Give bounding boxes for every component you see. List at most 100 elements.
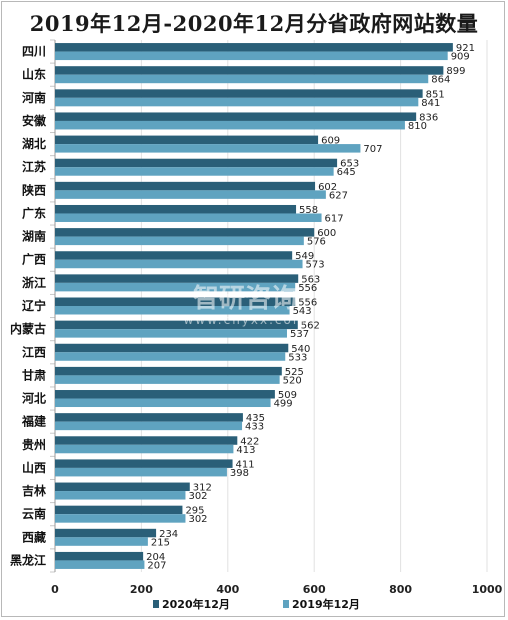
value-label: 540 xyxy=(291,344,310,355)
x-tick-labels: 0 200 400 600 800 1000 xyxy=(51,583,502,596)
legend-swatch xyxy=(153,600,159,608)
category-label: 浙江 xyxy=(22,275,46,290)
bar-series1 xyxy=(55,482,190,492)
x-tick-label: 1000 xyxy=(472,583,503,596)
value-label: 556 xyxy=(298,298,317,309)
bar-series1 xyxy=(55,343,289,353)
value-label: 411 xyxy=(236,459,255,470)
bar-series1 xyxy=(55,436,238,445)
bars xyxy=(55,43,453,569)
value-label: 398 xyxy=(230,468,249,479)
value-label: 576 xyxy=(307,237,326,248)
value-label: 573 xyxy=(306,260,325,271)
category-label: 内蒙古 xyxy=(10,321,46,336)
value-label: 841 xyxy=(421,98,440,109)
bar-series1 xyxy=(55,135,319,145)
bar-series2 xyxy=(55,352,286,361)
bar-series2 xyxy=(55,467,227,477)
value-label: 562 xyxy=(301,321,320,332)
bar-series1 xyxy=(55,505,183,515)
category-label: 安徽 xyxy=(22,113,47,128)
bar-series1 xyxy=(55,43,453,52)
chart-title: 2019年12月-2020年12月分省政府网站数量 xyxy=(29,11,479,36)
bar-series1 xyxy=(55,390,275,399)
category-label: 广东 xyxy=(22,205,46,220)
bar-series1 xyxy=(55,366,282,376)
bar-series2 xyxy=(55,375,280,384)
x-tick-label: 400 xyxy=(216,583,239,596)
category-label: 四川 xyxy=(22,45,46,59)
category-label: 江苏 xyxy=(22,159,46,174)
bar-series2 xyxy=(55,491,186,500)
x-tick-label: 800 xyxy=(389,583,412,596)
bar-series1 xyxy=(55,89,423,98)
bar-series2 xyxy=(55,120,405,130)
category-labels: 四川山东河南安徽湖北江苏陕西广东湖南广西浙江辽宁内蒙古江西甘肃河北福建贵州山西吉… xyxy=(10,45,47,568)
bar-series2 xyxy=(55,421,243,431)
value-label: 899 xyxy=(446,66,465,77)
category-label: 广西 xyxy=(22,252,46,267)
category-label: 西藏 xyxy=(22,529,46,544)
bar-series2 xyxy=(55,282,296,292)
value-label: 302 xyxy=(188,491,207,502)
category-label: 河北 xyxy=(21,391,46,406)
bar-series2 xyxy=(55,51,448,61)
bar-series1 xyxy=(55,181,316,191)
value-label: 537 xyxy=(290,329,309,340)
category-label: 陕西 xyxy=(22,182,46,197)
bar-series1 xyxy=(55,66,444,75)
bar-series2 xyxy=(55,213,322,222)
value-label: 556 xyxy=(298,283,317,294)
value-label: 533 xyxy=(288,352,307,363)
category-label: 湖北 xyxy=(22,136,46,151)
value-label: 563 xyxy=(301,274,320,285)
bar-series2 xyxy=(55,190,326,199)
value-label: 864 xyxy=(431,75,450,86)
value-label: 707 xyxy=(363,144,382,155)
legend-swatch xyxy=(283,600,289,608)
x-tick-label: 600 xyxy=(303,583,326,596)
category-label: 河南 xyxy=(21,90,46,105)
value-label: 312 xyxy=(193,483,212,494)
category-label: 山东 xyxy=(22,67,46,82)
value-label: 204 xyxy=(146,552,165,563)
value-label: 921 xyxy=(456,43,475,54)
value-labels: 9219098998648518418368106097076536456026… xyxy=(146,43,475,571)
bar-series2 xyxy=(55,398,271,408)
bar-series1 xyxy=(55,158,338,168)
bar-series1 xyxy=(55,459,233,468)
value-label: 215 xyxy=(151,537,170,548)
legend-label: 2019年12月 xyxy=(292,597,360,611)
value-label: 433 xyxy=(245,422,264,433)
value-label: 653 xyxy=(340,159,359,170)
value-label: 851 xyxy=(426,89,445,100)
value-label: 600 xyxy=(317,228,336,239)
category-label: 湖南 xyxy=(22,229,46,244)
bar-series2 xyxy=(55,514,186,523)
bar-series1 xyxy=(55,413,243,422)
value-label: 295 xyxy=(185,506,204,517)
value-label: 520 xyxy=(283,375,302,386)
bar-series2 xyxy=(55,97,419,107)
value-label: 543 xyxy=(293,306,312,317)
x-tick-label: 200 xyxy=(130,583,153,596)
watermark-url: www.chyxx.com xyxy=(183,313,306,327)
category-label: 江西 xyxy=(22,344,46,359)
category-label: 福建 xyxy=(21,414,47,429)
bar-series1 xyxy=(55,112,417,121)
watermark-brand: 智研咨询 xyxy=(193,283,297,314)
category-label: 吉林 xyxy=(22,483,46,498)
bar-series2 xyxy=(55,560,145,569)
value-label: 617 xyxy=(325,213,344,224)
bar-series1 xyxy=(55,320,298,330)
value-label: 627 xyxy=(329,190,348,201)
bar-series2 xyxy=(55,444,234,454)
bar-series2 xyxy=(55,236,304,246)
bar-series1 xyxy=(55,204,297,214)
category-label: 辽宁 xyxy=(22,298,46,313)
value-label: 836 xyxy=(419,112,438,123)
category-label: 甘肃 xyxy=(22,367,46,382)
legend: 2020年12月 2019年12月 xyxy=(153,597,360,611)
value-label: 207 xyxy=(147,560,166,571)
